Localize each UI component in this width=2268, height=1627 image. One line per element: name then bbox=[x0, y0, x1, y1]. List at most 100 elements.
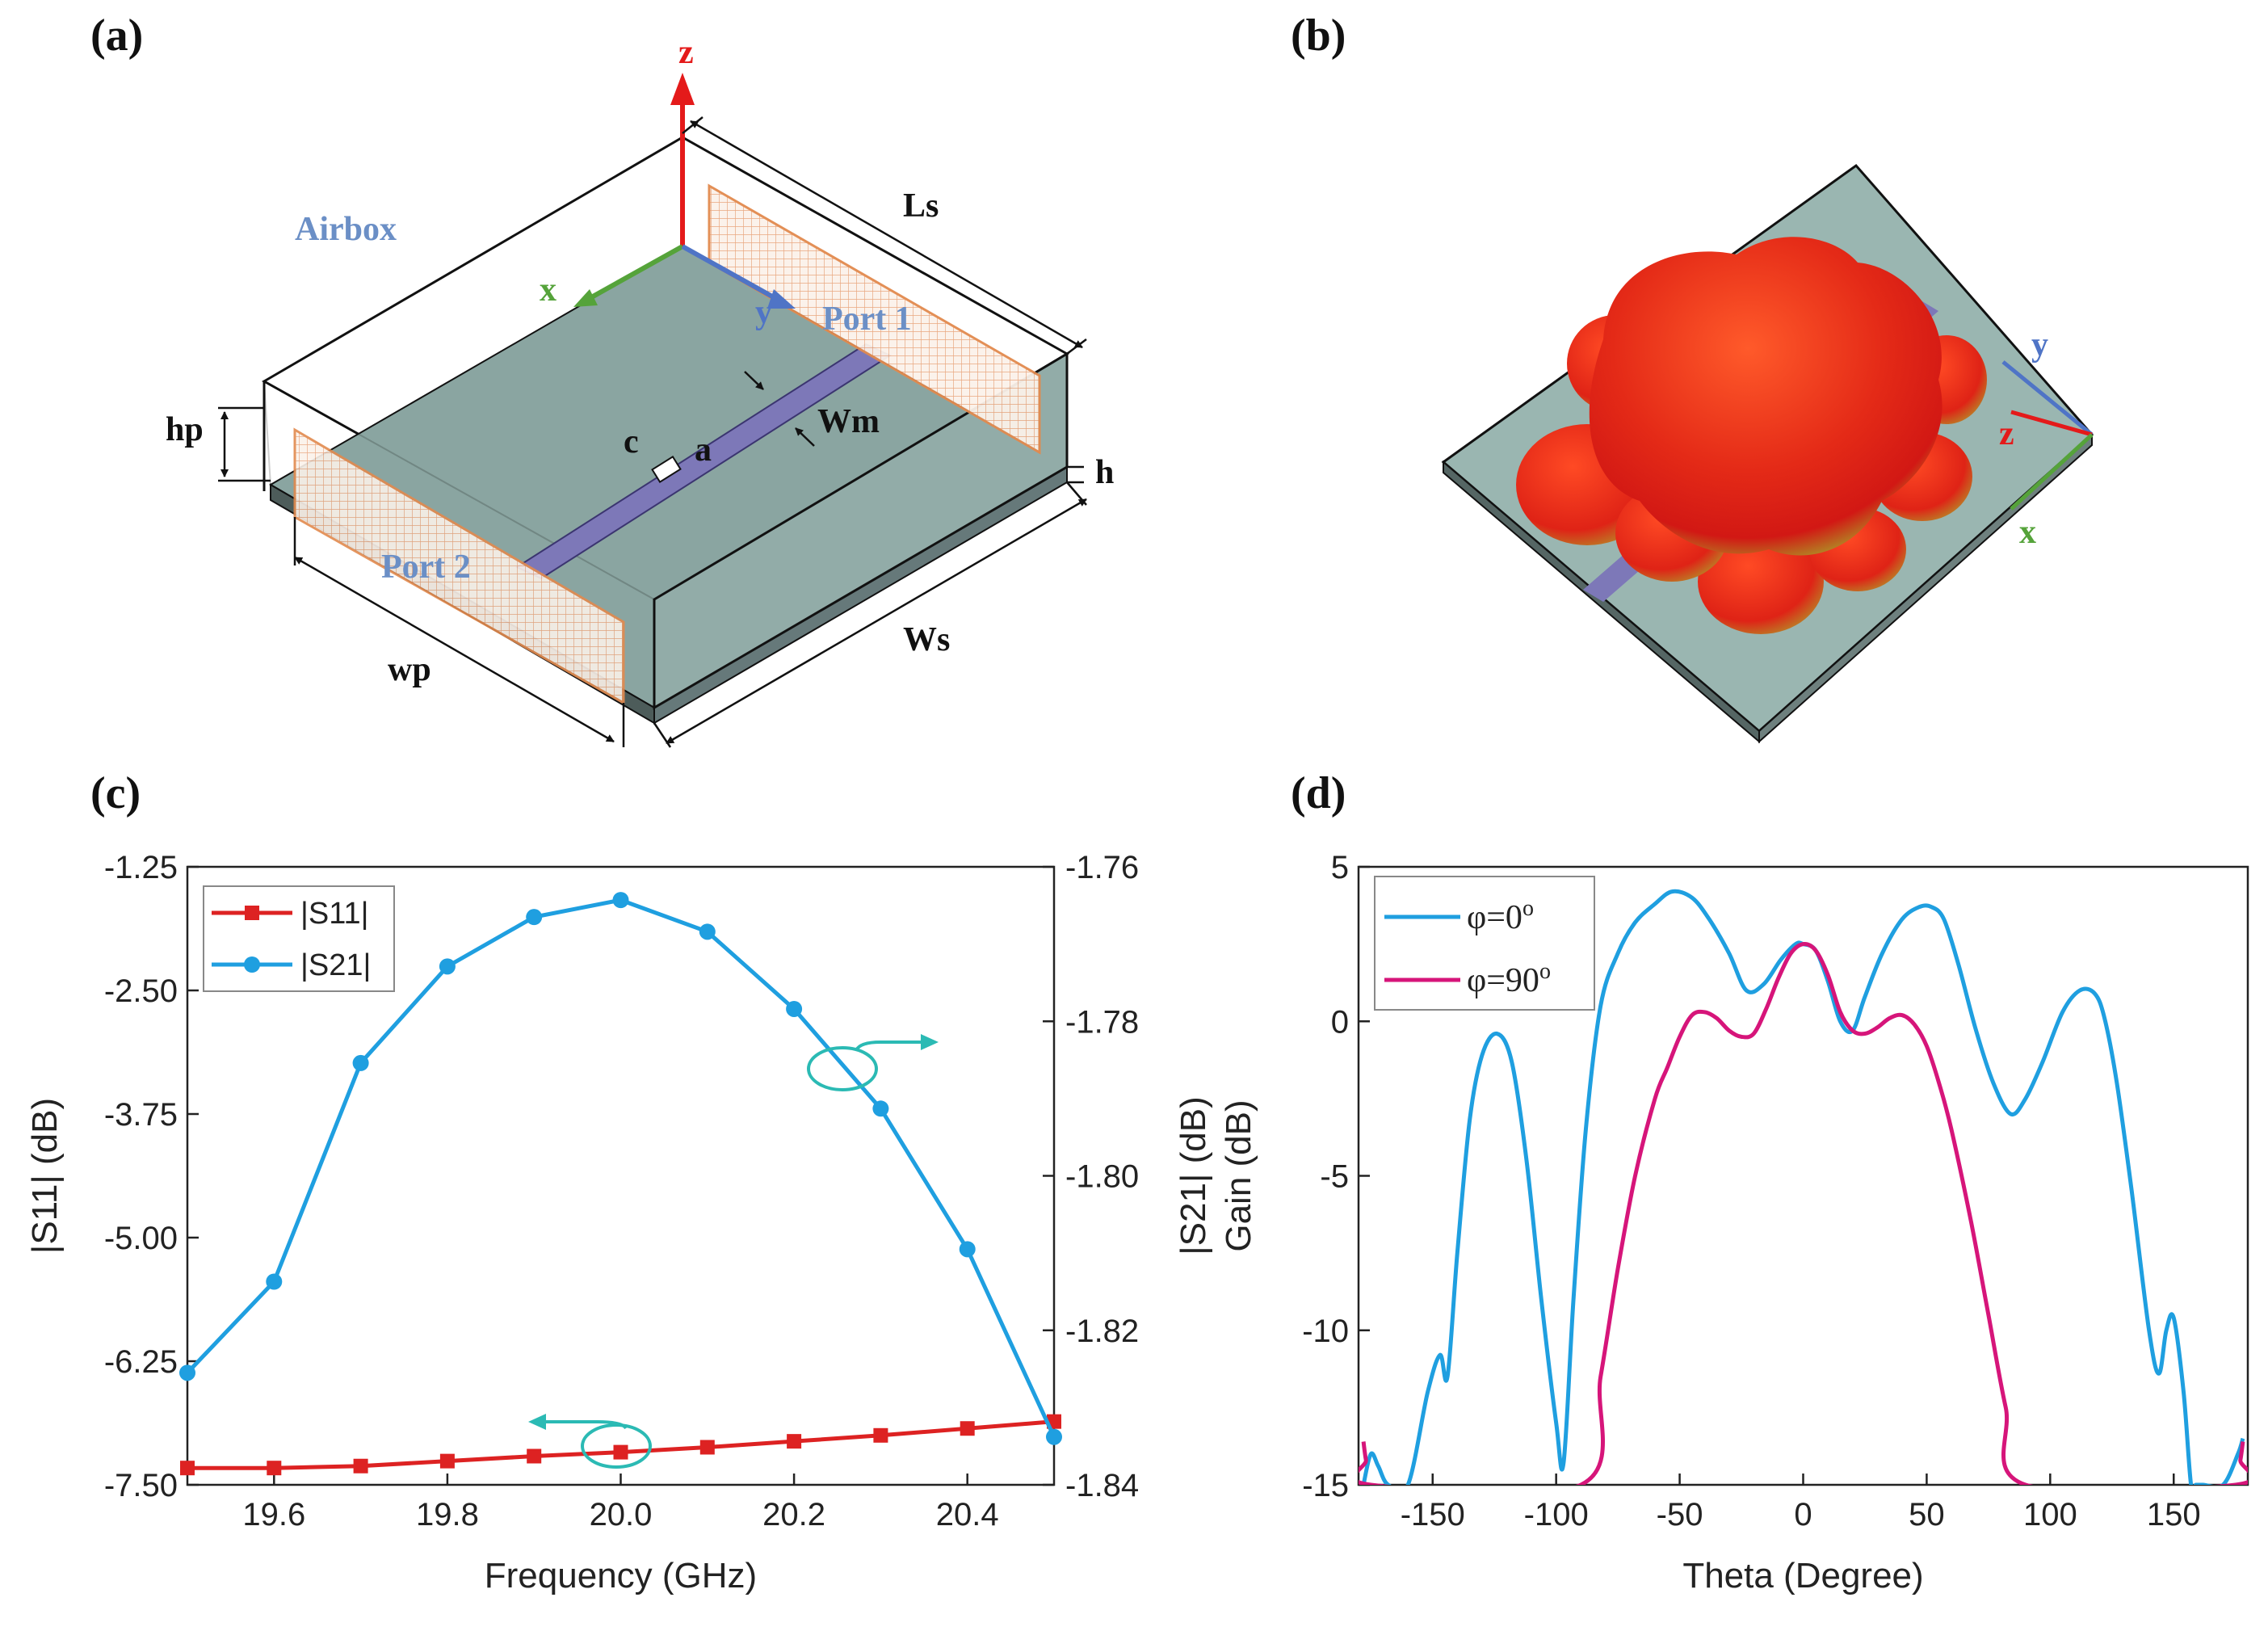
y-tick-label: -10 bbox=[1302, 1314, 1349, 1349]
series-line-s11 bbox=[187, 1419, 1055, 1470]
dimension-lines bbox=[218, 116, 1087, 748]
s21-marker bbox=[612, 892, 629, 909]
port-2-label: Port 2 bbox=[381, 549, 471, 586]
y-left-tick-label: -7.50 bbox=[104, 1468, 178, 1503]
panel-b-label: (b) bbox=[1291, 11, 1346, 61]
s11-annotation-arrowhead bbox=[528, 1414, 546, 1430]
legend-label: φ=90o bbox=[1467, 959, 1551, 999]
legend-label: |S21| bbox=[300, 948, 371, 982]
s21-marker bbox=[352, 1054, 369, 1071]
series-line-phi90 bbox=[1359, 941, 2248, 1485]
x-tick-label: 100 bbox=[2023, 1497, 2077, 1532]
dim-wm-label: Wm bbox=[817, 403, 880, 440]
dim-c-label: c bbox=[624, 423, 639, 460]
legend-swatch-marker bbox=[245, 906, 259, 920]
legend-label-superscript: o bbox=[1539, 959, 1551, 984]
x-tick-label: 19.6 bbox=[242, 1497, 305, 1532]
axis-x-label: x bbox=[540, 271, 556, 309]
b-x-axis bbox=[2010, 433, 2094, 511]
dim-a-label: a bbox=[695, 431, 712, 469]
y-left-tick-label: -6.25 bbox=[104, 1344, 178, 1380]
panel-a-label: (a) bbox=[90, 11, 143, 61]
y-left-tick-label: -5.00 bbox=[104, 1221, 178, 1256]
s11-marker bbox=[353, 1458, 368, 1474]
axis-y-label: y bbox=[755, 294, 772, 331]
airbox-label: Airbox bbox=[295, 211, 397, 248]
y-right-tick-label: -1.80 bbox=[1065, 1159, 1139, 1195]
s21-annotation-arrow bbox=[855, 1041, 929, 1052]
s21-marker bbox=[526, 909, 543, 926]
panel-a-geometry: (a) z x y Airbo bbox=[90, 11, 1114, 748]
s11-marker bbox=[527, 1448, 542, 1464]
y-tick-label: -5 bbox=[1320, 1159, 1349, 1195]
y-tick-label: -15 bbox=[1302, 1468, 1349, 1503]
b-axis-y-label: y bbox=[2031, 326, 2048, 364]
s11-marker bbox=[267, 1461, 282, 1476]
dim-wp-label: wp bbox=[388, 651, 431, 688]
x-tick-label: 50 bbox=[1909, 1497, 1945, 1532]
panel-d-label: (d) bbox=[1291, 768, 1346, 818]
y-tick-label: 5 bbox=[1331, 850, 1349, 885]
s21-marker bbox=[179, 1364, 195, 1381]
x-axis-title: Frequency (GHz) bbox=[485, 1556, 757, 1595]
s11-annotation-ellipse bbox=[581, 1423, 652, 1469]
legend-swatch-marker bbox=[244, 956, 260, 973]
s21-marker bbox=[439, 958, 456, 975]
legend-label: |S11| bbox=[300, 897, 369, 931]
legend-box bbox=[203, 885, 395, 992]
y-right-axis-title: |S21| (dB) bbox=[1174, 1096, 1213, 1255]
x-tick-label: 20.2 bbox=[762, 1497, 825, 1532]
x-tick-label: 20.4 bbox=[936, 1497, 999, 1532]
y-right-tick-label: -1.78 bbox=[1065, 1004, 1139, 1040]
y-tick-label: 0 bbox=[1331, 1004, 1349, 1040]
y-left-tick-label: -1.25 bbox=[104, 850, 178, 885]
z-axis-arrowhead bbox=[670, 73, 695, 105]
s21-marker bbox=[959, 1241, 976, 1258]
legend-box bbox=[1374, 876, 1595, 1011]
chart-c: 19.6 19.8 20.0 20.2 20.4 -1.25 -2.50 -3.75 -5.00… bbox=[25, 850, 1213, 1595]
b-axis-z-label: z bbox=[1999, 415, 2014, 452]
y-right-tick-label: -1.84 bbox=[1065, 1468, 1139, 1503]
slot-gap bbox=[651, 456, 682, 483]
b-y-axis bbox=[2001, 360, 2094, 436]
s11-marker bbox=[960, 1421, 975, 1436]
s11-annotation-arrow bbox=[540, 1420, 628, 1430]
y-right-tick-label: -1.76 bbox=[1065, 850, 1139, 885]
axis-z-label: z bbox=[678, 34, 694, 71]
y-right-tick-label: -1.82 bbox=[1065, 1314, 1139, 1349]
x-tick-label: 0 bbox=[1794, 1497, 1812, 1532]
s21-marker bbox=[699, 923, 716, 940]
s11-marker bbox=[613, 1444, 628, 1460]
s21-annotation-ellipse bbox=[807, 1046, 878, 1091]
dim-ws-label: Ws bbox=[903, 621, 950, 658]
x-axis-title: Theta (Degree) bbox=[1682, 1556, 1923, 1595]
x-tick-label: -150 bbox=[1401, 1497, 1465, 1532]
series-line-phi0 bbox=[1361, 889, 2245, 1485]
s21-marker bbox=[266, 1273, 283, 1290]
dim-ls-label: Ls bbox=[903, 187, 939, 225]
panel-b-radiation-pattern: (b) y z x bbox=[1291, 11, 2094, 744]
y-left-tick-label: -3.75 bbox=[104, 1097, 178, 1133]
s21-marker bbox=[1046, 1428, 1062, 1445]
x-tick-label: 19.8 bbox=[416, 1497, 479, 1532]
port-1-label: Port 1 bbox=[822, 301, 912, 338]
x-tick-label: 150 bbox=[2147, 1497, 2201, 1532]
s11-marker bbox=[180, 1461, 195, 1476]
x-tick-label: 20.0 bbox=[590, 1497, 653, 1532]
y-left-tick-label: -2.50 bbox=[104, 973, 178, 1009]
x-axis-arrowhead bbox=[573, 289, 598, 307]
s21-annotation-arrowhead bbox=[921, 1034, 939, 1050]
x-tick-label: -100 bbox=[1524, 1497, 1589, 1532]
s21-marker bbox=[872, 1100, 889, 1117]
x-tick-label: -50 bbox=[1657, 1497, 1703, 1532]
legend-label-superscript: o bbox=[1522, 896, 1534, 921]
x-axis-arrow bbox=[584, 244, 684, 303]
y-left-axis-title: |S11| (dB) bbox=[25, 1098, 65, 1254]
y-axis-title: Gain (dB) bbox=[1219, 1099, 1258, 1251]
b-z-axis bbox=[2010, 410, 2093, 437]
dim-hp-label: hp bbox=[166, 411, 204, 448]
s11-marker bbox=[439, 1453, 455, 1469]
s21-marker bbox=[786, 1000, 803, 1017]
